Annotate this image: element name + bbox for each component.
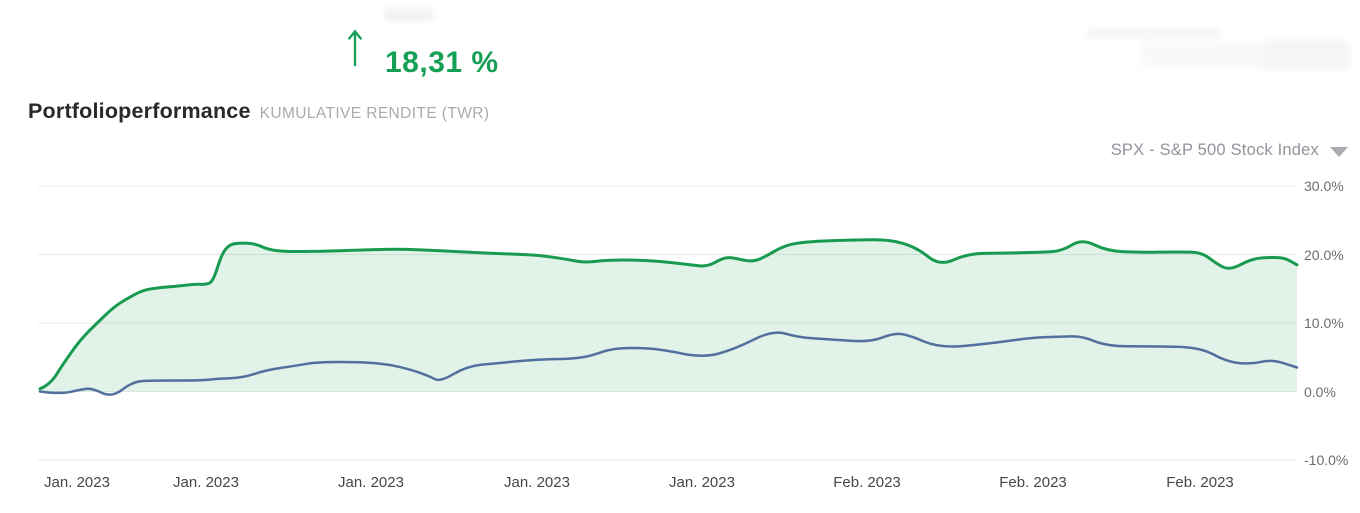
x-axis-label: Jan. 2023 bbox=[173, 474, 239, 491]
y-axis-label: -10.0% bbox=[1304, 452, 1349, 468]
x-axis-label: Feb. 2023 bbox=[833, 474, 901, 491]
benchmark-selector-dropdown[interactable]: SPX - S&P 500 Stock Index bbox=[1111, 141, 1348, 160]
benchmark-selected-label: SPX - S&P 500 Stock Index bbox=[1110, 141, 1319, 159]
x-axis-label: Jan. 2023 bbox=[669, 474, 735, 491]
portfolio-line bbox=[38, 238, 1299, 391]
portfolio-area-fill bbox=[40, 239, 1297, 392]
title-row: Portfolioperformance KUMULATIVE RENDITE … bbox=[28, 99, 489, 124]
arrow-up-icon bbox=[347, 29, 363, 67]
benchmark-line bbox=[38, 331, 1299, 396]
page-title: Portfolioperformance bbox=[28, 99, 251, 123]
y-axis-label: 30.0% bbox=[1304, 178, 1344, 194]
x-axis-label: Jan. 2023 bbox=[338, 474, 404, 491]
artifact-smudge bbox=[1264, 40, 1350, 70]
x-axis-label: Jan. 2023 bbox=[504, 474, 570, 491]
x-axis-label: Feb. 2023 bbox=[1166, 474, 1234, 491]
performance-value: 18,31 % bbox=[385, 46, 499, 79]
x-axis-label: Feb. 2023 bbox=[999, 474, 1067, 491]
artifact-smudge bbox=[384, 8, 434, 22]
x-axis-label: Jan. 2023 bbox=[44, 474, 110, 491]
performance-chart[interactable] bbox=[38, 180, 1300, 472]
artifact-smudge bbox=[1086, 28, 1221, 40]
chevron-down-icon bbox=[1330, 146, 1348, 157]
page-subtitle: KUMULATIVE RENDITE (TWR) bbox=[259, 105, 490, 122]
y-axis-label: 10.0% bbox=[1304, 315, 1344, 331]
y-axis-label: 20.0% bbox=[1304, 246, 1344, 263]
y-axis-label: 0.0% bbox=[1304, 383, 1336, 400]
